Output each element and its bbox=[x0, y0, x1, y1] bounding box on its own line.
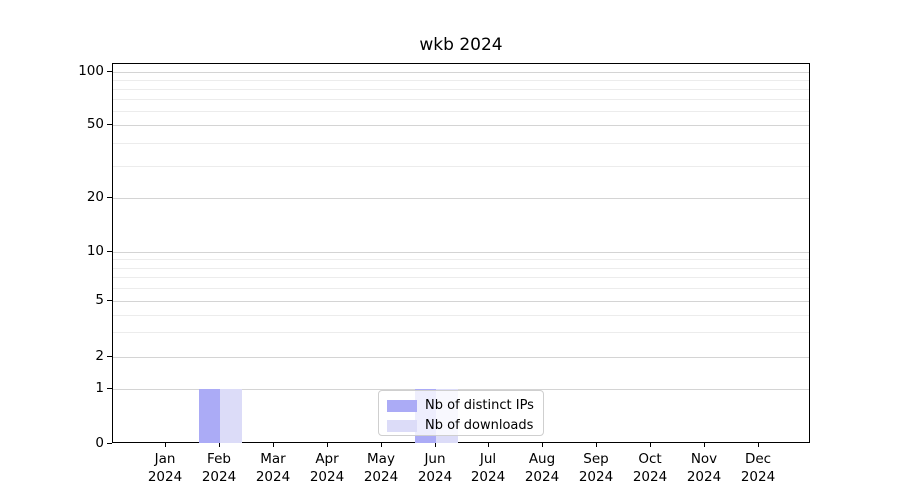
x-tick-label-jun: Jun 2024 bbox=[417, 451, 453, 485]
gridline-minor-90 bbox=[113, 80, 809, 81]
gridline-minor-60 bbox=[113, 111, 809, 112]
y-tick-label-5: 5 bbox=[95, 292, 104, 308]
gridline-minor-3 bbox=[113, 332, 809, 333]
x-tick-label-mar: Mar 2024 bbox=[255, 451, 291, 485]
legend: Nb of distinct IPs Nb of downloads bbox=[378, 390, 544, 436]
x-tick-mark-may bbox=[381, 443, 382, 447]
x-tick-label-sep: Sep 2024 bbox=[578, 451, 614, 485]
bar-downloads-feb-2024 bbox=[220, 389, 242, 443]
legend-item-downloads: Nb of downloads bbox=[387, 417, 535, 434]
x-tick-mark-jul bbox=[488, 443, 489, 447]
y-tick-label-100: 100 bbox=[78, 63, 104, 79]
gridline-major-20 bbox=[113, 198, 809, 199]
gridline-minor-70 bbox=[113, 99, 809, 100]
x-tick-label-dec: Dec 2024 bbox=[740, 451, 776, 485]
gridline-major-2 bbox=[113, 357, 809, 358]
y-tick-mark-10 bbox=[107, 251, 112, 252]
y-tick-mark-0 bbox=[107, 443, 112, 444]
y-tick-label-0: 0 bbox=[95, 435, 104, 451]
x-tick-mark-oct bbox=[650, 443, 651, 447]
chart-title: wkb 2024 bbox=[419, 35, 503, 55]
legend-label-downloads: Nb of downloads bbox=[425, 418, 534, 433]
x-tick-mark-jan bbox=[165, 443, 166, 447]
y-tick-label-20: 20 bbox=[86, 189, 104, 205]
y-tick-mark-1 bbox=[107, 388, 112, 389]
gridline-major-1 bbox=[113, 389, 809, 390]
x-tick-label-oct: Oct 2024 bbox=[632, 451, 668, 485]
x-tick-mark-jun bbox=[435, 443, 436, 447]
bar-distinct-ips-feb-2024 bbox=[198, 389, 220, 443]
y-tick-label-2: 2 bbox=[95, 348, 104, 364]
x-tick-label-aug: Aug 2024 bbox=[524, 451, 560, 485]
gridline-major-50 bbox=[113, 125, 809, 126]
x-tick-mark-apr bbox=[327, 443, 328, 447]
x-tick-mark-nov bbox=[704, 443, 705, 447]
x-tick-label-nov: Nov 2024 bbox=[686, 451, 722, 485]
gridline-major-5 bbox=[113, 301, 809, 302]
legend-swatch-distinct-ips-icon bbox=[387, 399, 417, 412]
legend-label-distinct-ips: Nb of distinct IPs bbox=[425, 398, 534, 413]
x-tick-label-jan: Jan 2024 bbox=[147, 451, 183, 485]
x-tick-label-apr: Apr 2024 bbox=[309, 451, 345, 485]
x-tick-mark-mar bbox=[273, 443, 274, 447]
legend-swatch-downloads-icon bbox=[387, 419, 417, 432]
plot-area: Nb of distinct IPs Nb of downloads bbox=[112, 63, 810, 443]
gridline-minor-8 bbox=[113, 268, 809, 269]
y-tick-label-1: 1 bbox=[95, 380, 104, 396]
legend-item-distinct-ips: Nb of distinct IPs bbox=[387, 397, 535, 414]
gridline-minor-6 bbox=[113, 288, 809, 289]
y-tick-mark-100 bbox=[107, 71, 112, 72]
gridline-major-10 bbox=[113, 252, 809, 253]
x-tick-mark-aug bbox=[542, 443, 543, 447]
x-tick-mark-feb bbox=[219, 443, 220, 447]
x-tick-label-may: May 2024 bbox=[363, 451, 399, 485]
gridline-minor-80 bbox=[113, 89, 809, 90]
y-tick-mark-50 bbox=[107, 124, 112, 125]
x-tick-mark-dec bbox=[758, 443, 759, 447]
x-tick-label-jul: Jul 2024 bbox=[470, 451, 506, 485]
gridline-minor-7 bbox=[113, 277, 809, 278]
y-tick-label-50: 50 bbox=[86, 116, 104, 132]
y-tick-mark-5 bbox=[107, 300, 112, 301]
y-tick-mark-20 bbox=[107, 197, 112, 198]
x-tick-mark-sep bbox=[596, 443, 597, 447]
gridline-minor-30 bbox=[113, 166, 809, 167]
y-tick-mark-2 bbox=[107, 356, 112, 357]
gridline-minor-4 bbox=[113, 315, 809, 316]
gridline-minor-40 bbox=[113, 143, 809, 144]
x-tick-label-feb: Feb 2024 bbox=[201, 451, 237, 485]
gridline-major-100 bbox=[113, 72, 809, 73]
gridline-minor-9 bbox=[113, 259, 809, 260]
y-tick-label-10: 10 bbox=[86, 243, 104, 259]
